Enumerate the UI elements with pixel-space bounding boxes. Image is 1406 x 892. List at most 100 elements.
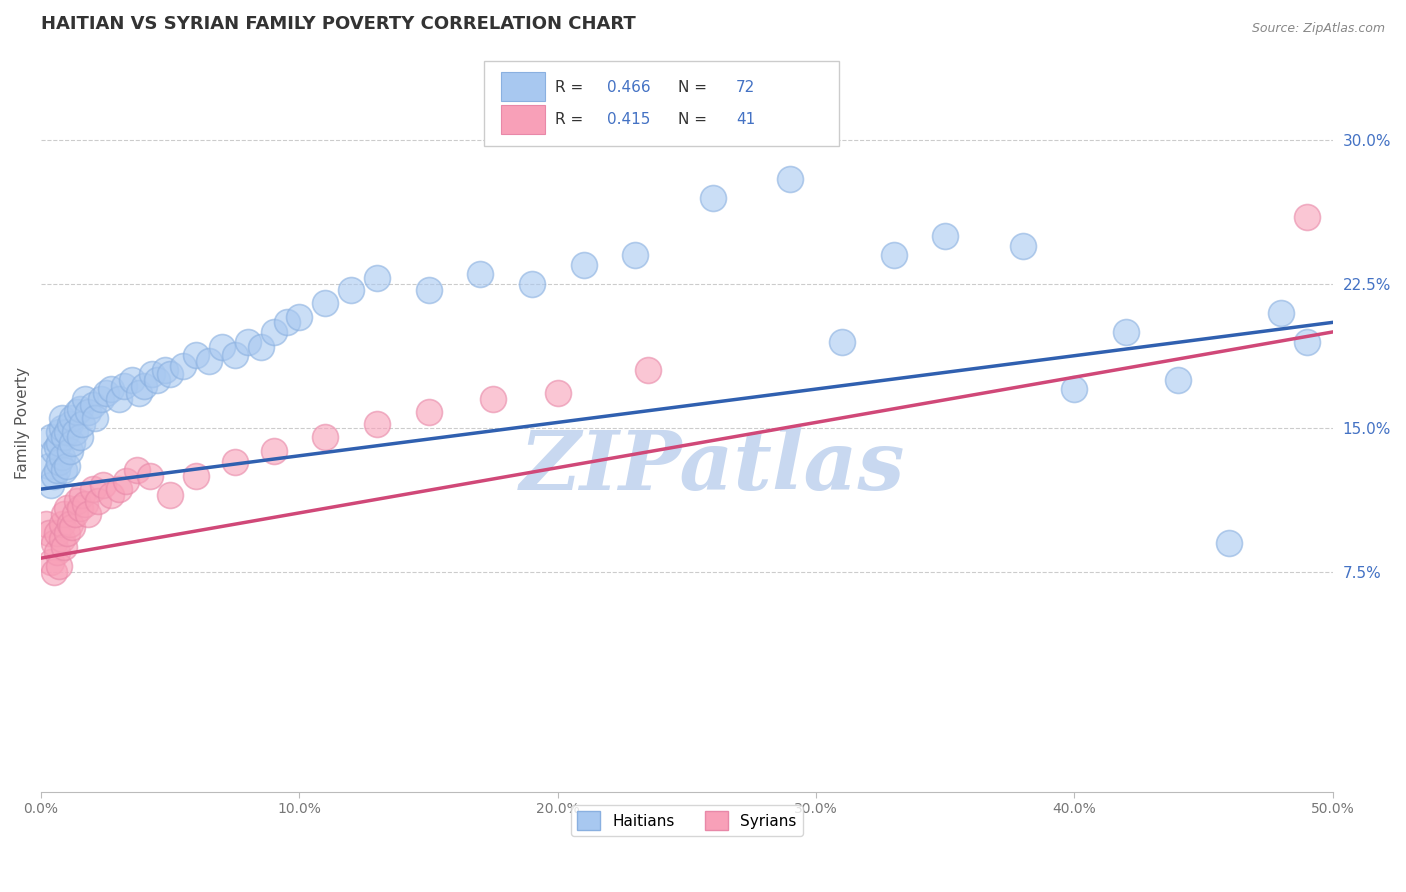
Text: R =: R = [555,79,588,95]
Syrians [82,482,104,496]
Haitians [41,478,63,492]
Haitians [134,378,156,392]
Haitians [42,443,65,458]
Haitians [1270,306,1292,320]
Syrians [76,507,98,521]
Syrians [42,535,65,549]
Syrians [91,478,114,492]
Haitians [56,459,79,474]
Haitians [94,386,117,401]
Haitians [1296,334,1319,349]
Haitians [112,378,135,392]
Haitians [184,348,207,362]
Haitians [1167,373,1189,387]
Haitians [69,401,91,416]
Text: N =: N = [678,112,711,128]
Legend: Haitians, Syrians: Haitians, Syrians [571,805,803,836]
Text: HAITIAN VS SYRIAN FAMILY POVERTY CORRELATION CHART: HAITIAN VS SYRIAN FAMILY POVERTY CORRELA… [41,15,636,33]
Haitians [63,425,86,439]
Syrians [224,455,246,469]
Syrians [66,493,89,508]
Haitians [82,398,104,412]
Syrians [87,493,110,508]
FancyBboxPatch shape [501,105,546,134]
Syrians [51,516,73,531]
Haitians [153,363,176,377]
Haitians [470,268,492,282]
Syrians [184,468,207,483]
Haitians [418,283,440,297]
Haitians [159,367,181,381]
Syrians [56,501,79,516]
Text: R =: R = [555,112,588,128]
Syrians [41,555,63,569]
Haitians [76,405,98,419]
Syrians [60,520,83,534]
Text: ZIPatlas: ZIPatlas [520,427,905,508]
Haitians [146,373,169,387]
Haitians [100,383,122,397]
Text: 72: 72 [735,79,755,95]
Haitians [1115,325,1137,339]
Syrians [58,516,80,531]
Haitians [58,443,80,458]
Syrians [115,475,138,489]
Haitians [211,340,233,354]
Haitians [73,392,96,406]
Haitians [58,417,80,431]
Haitians [60,411,83,425]
Haitians [45,440,67,454]
Syrians [45,545,67,559]
Haitians [51,450,73,464]
Syrians [418,405,440,419]
Haitians [69,430,91,444]
Haitians [121,373,143,387]
Y-axis label: Family Poverty: Family Poverty [15,367,30,479]
Syrians [547,386,569,401]
Syrians [56,526,79,541]
FancyBboxPatch shape [501,72,546,101]
Syrians [38,526,60,541]
Syrians [42,565,65,579]
Haitians [624,248,647,262]
Syrians [159,488,181,502]
Haitians [572,258,595,272]
Syrians [100,488,122,502]
Haitians [51,421,73,435]
Haitians [1218,535,1240,549]
Syrians [48,558,70,573]
Syrians [69,501,91,516]
Haitians [172,359,194,374]
Syrians [263,443,285,458]
Text: 0.415: 0.415 [607,112,650,128]
Haitians [224,348,246,362]
Haitians [276,315,298,329]
Haitians [84,411,107,425]
Syrians [314,430,336,444]
Haitians [1063,383,1085,397]
Haitians [53,430,76,444]
Haitians [883,248,905,262]
Text: Source: ZipAtlas.com: Source: ZipAtlas.com [1251,22,1385,36]
Haitians [48,436,70,450]
Syrians [53,540,76,554]
Haitians [314,296,336,310]
Haitians [366,271,388,285]
Text: N =: N = [678,79,711,95]
Haitians [42,468,65,483]
Syrians [637,363,659,377]
Syrians [73,498,96,512]
Haitians [340,283,363,297]
Haitians [831,334,853,349]
Haitians [107,392,129,406]
Haitians [66,405,89,419]
Haitians [38,459,60,474]
Haitians [249,340,271,354]
Haitians [48,425,70,439]
Haitians [934,229,956,244]
Haitians [702,191,724,205]
Syrians [63,507,86,521]
Haitians [520,277,543,291]
Haitians [48,455,70,469]
Haitians [53,463,76,477]
